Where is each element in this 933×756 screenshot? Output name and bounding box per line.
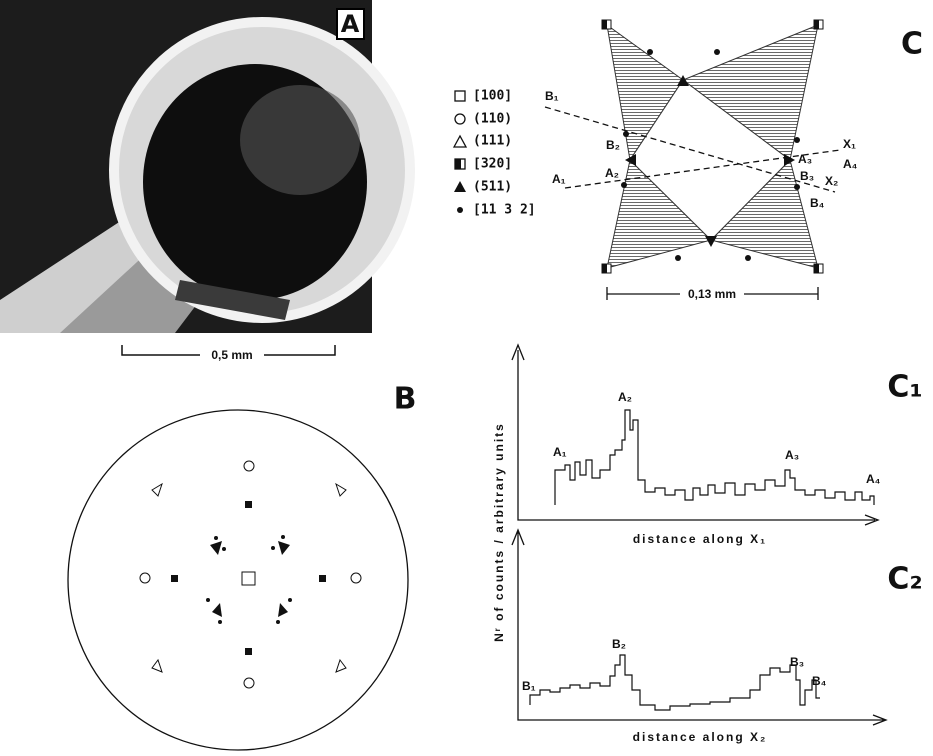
legend-label: [11 3 2] bbox=[473, 203, 536, 218]
peak-label: A₃ bbox=[785, 448, 799, 462]
point-label: A₄ bbox=[843, 157, 858, 171]
page: {"panel_a": {"label": "A", "scale": "0,5… bbox=[0, 0, 933, 751]
point-label: A₂ bbox=[605, 166, 619, 180]
legend-label: [100] bbox=[473, 89, 512, 104]
legend-label: (511) bbox=[473, 180, 512, 195]
peak-label: B₂ bbox=[612, 637, 626, 651]
peak-label: A₁ bbox=[553, 445, 567, 459]
panel-label: C₂ bbox=[887, 562, 922, 597]
point-label: A₁ bbox=[552, 172, 566, 186]
peak-label: A₄ bbox=[866, 472, 881, 486]
scale-label: 0,5 mm bbox=[211, 348, 252, 362]
diagram-c: C B₁ B₂ A₁ A₂ A₃ B₃ X₁ A₄ X₂ B₄ 0,13 mm bbox=[545, 20, 923, 302]
panel-label: C₁ bbox=[887, 370, 922, 405]
panel-label: C bbox=[901, 27, 923, 62]
profiles: C₁ C₂ Nʳ of counts / arbitrary units dis… bbox=[492, 345, 922, 744]
panel-label: A bbox=[341, 10, 360, 38]
scale-bar-a: 0,5 mm bbox=[122, 345, 335, 362]
point-label: B₁ bbox=[545, 89, 559, 103]
panel-label: B bbox=[394, 382, 417, 417]
point-label: X₂ bbox=[825, 174, 838, 188]
peak-label: B₄ bbox=[812, 674, 827, 688]
stereogram-b: B bbox=[68, 382, 416, 751]
y-axis-label: Nʳ of counts / arbitrary units bbox=[492, 422, 506, 642]
peak-label: B₃ bbox=[790, 655, 804, 669]
point-label: X₁ bbox=[843, 137, 856, 151]
point-label: A₃ bbox=[798, 152, 812, 166]
x-axis-label: distance along X₂ bbox=[633, 730, 768, 744]
legend-label: [320] bbox=[473, 157, 512, 172]
legend: [100] (110) (111) [320] (511) [11 3 2] bbox=[454, 89, 536, 218]
point-label: B₄ bbox=[810, 196, 825, 210]
point-label: B₃ bbox=[800, 169, 814, 183]
photo-a: A bbox=[0, 0, 410, 333]
legend-label: (110) bbox=[473, 112, 512, 127]
x-axis-label: distance along X₁ bbox=[633, 532, 767, 546]
scale-label: 0,13 mm bbox=[688, 287, 736, 301]
peak-label: A₂ bbox=[618, 390, 632, 404]
legend-label: (111) bbox=[473, 134, 512, 149]
peak-label: B₁ bbox=[522, 679, 536, 693]
point-label: B₂ bbox=[606, 138, 620, 152]
figure: A 0,5 mm [100] (110) (111) [320] (511) [… bbox=[0, 0, 933, 751]
